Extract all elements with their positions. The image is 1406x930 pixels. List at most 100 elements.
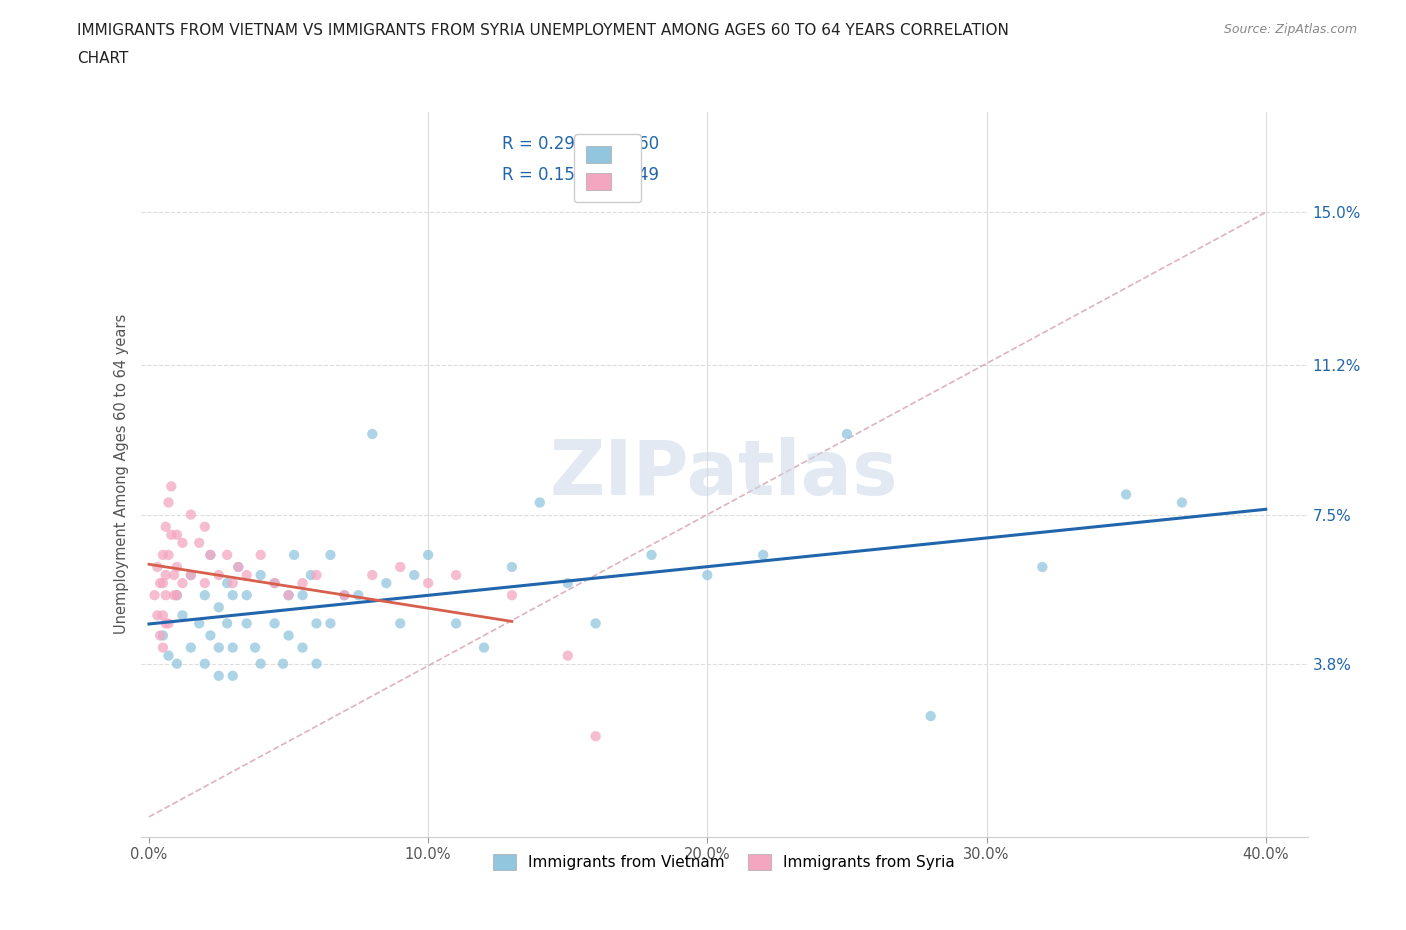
Point [166, 588, 188, 603]
Point [585, 729, 607, 744]
Point [1171, 495, 1194, 510]
Point [235, 616, 257, 631]
Point [166, 657, 188, 671]
Point [305, 657, 328, 671]
Point [143, 588, 166, 603]
Point [208, 669, 231, 684]
Point [263, 576, 285, 591]
Point [271, 657, 294, 671]
Point [375, 576, 398, 591]
Point [1115, 487, 1137, 502]
Text: Source: ZipAtlas.com: Source: ZipAtlas.com [1223, 23, 1357, 36]
Point [149, 628, 172, 643]
Point [155, 588, 177, 603]
Text: R = 0.150   N = 49: R = 0.150 N = 49 [502, 166, 659, 184]
Point [188, 616, 211, 631]
Legend: Immigrants from Vietnam, Immigrants from Syria: Immigrants from Vietnam, Immigrants from… [488, 848, 960, 876]
Point [640, 548, 662, 563]
Point [696, 567, 718, 582]
Point [333, 588, 356, 603]
Point [389, 560, 412, 575]
Point [557, 648, 579, 663]
Point [180, 640, 202, 655]
Point [194, 657, 217, 671]
Point [277, 628, 299, 643]
Point [283, 548, 305, 563]
Point [155, 519, 177, 534]
Text: ZIPatlas: ZIPatlas [550, 437, 898, 512]
Point [157, 648, 180, 663]
Text: R = 0.291   N = 60: R = 0.291 N = 60 [502, 135, 659, 153]
Point [157, 616, 180, 631]
Point [291, 576, 314, 591]
Point [163, 588, 186, 603]
Point [1031, 560, 1053, 575]
Point [472, 640, 495, 655]
Point [222, 588, 245, 603]
Point [389, 616, 412, 631]
Point [557, 576, 579, 591]
Point [263, 616, 285, 631]
Point [752, 548, 775, 563]
Point [920, 709, 942, 724]
Point [263, 576, 285, 591]
Point [200, 548, 222, 563]
Point [249, 548, 271, 563]
Point [235, 567, 257, 582]
Point [333, 588, 356, 603]
Point [152, 640, 174, 655]
Point [180, 507, 202, 522]
Point [166, 527, 188, 542]
Point [404, 567, 426, 582]
Point [208, 567, 231, 582]
Point [149, 576, 172, 591]
Point [155, 616, 177, 631]
Point [200, 628, 222, 643]
Point [208, 640, 231, 655]
Point [305, 567, 328, 582]
Point [249, 567, 271, 582]
Point [299, 567, 322, 582]
Y-axis label: Unemployment Among Ages 60 to 64 years: Unemployment Among Ages 60 to 64 years [114, 314, 129, 634]
Point [361, 567, 384, 582]
Point [277, 588, 299, 603]
Point [217, 616, 239, 631]
Point [152, 548, 174, 563]
Point [166, 560, 188, 575]
Point [188, 536, 211, 551]
Point [172, 576, 194, 591]
Point [166, 588, 188, 603]
Point [235, 588, 257, 603]
Point [222, 576, 245, 591]
Point [172, 608, 194, 623]
Point [157, 548, 180, 563]
Point [180, 567, 202, 582]
Point [319, 616, 342, 631]
Point [444, 567, 467, 582]
Point [194, 576, 217, 591]
Point [222, 640, 245, 655]
Point [529, 495, 551, 510]
Point [418, 576, 440, 591]
Text: CHART: CHART [77, 51, 129, 66]
Point [249, 657, 271, 671]
Point [163, 567, 186, 582]
Point [501, 588, 523, 603]
Point [157, 495, 180, 510]
Point [208, 600, 231, 615]
Point [226, 560, 249, 575]
Point [146, 608, 169, 623]
Point [418, 548, 440, 563]
Point [160, 527, 183, 542]
Point [194, 519, 217, 534]
Point [291, 640, 314, 655]
Point [585, 616, 607, 631]
Point [226, 560, 249, 575]
Point [835, 427, 858, 442]
Point [152, 608, 174, 623]
Point [305, 616, 328, 631]
Point [319, 548, 342, 563]
Point [152, 628, 174, 643]
Point [217, 548, 239, 563]
Point [222, 669, 245, 684]
